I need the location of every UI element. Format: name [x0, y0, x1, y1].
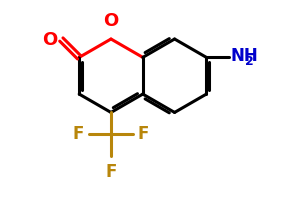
Text: NH: NH: [230, 47, 258, 65]
Text: F: F: [138, 125, 149, 143]
Text: 2: 2: [245, 55, 254, 68]
Text: F: F: [105, 163, 117, 181]
Text: O: O: [103, 12, 118, 30]
Text: F: F: [73, 125, 84, 143]
Text: O: O: [42, 31, 57, 49]
